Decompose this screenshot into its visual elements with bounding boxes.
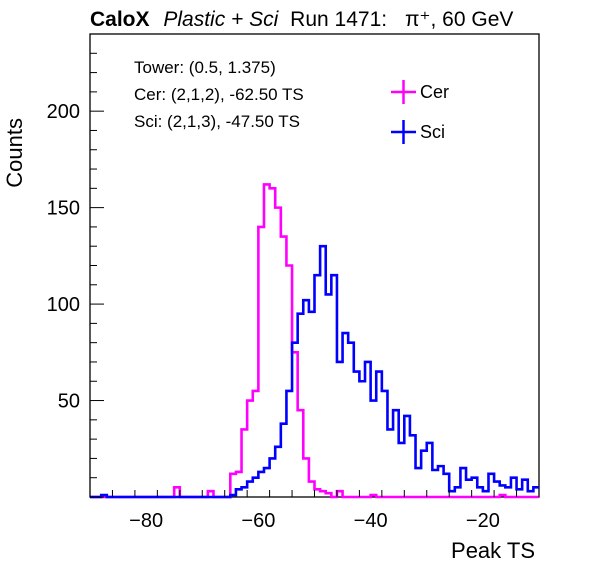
y-tick-label: 50	[58, 391, 80, 413]
legend-cer-label: Cer	[420, 82, 449, 102]
legend-sci-label: Sci	[420, 122, 445, 142]
cer-info: Cer: (2,1,2), -62.50 TS	[134, 85, 304, 104]
sci-info: Sci: (2,1,3), -47.50 TS	[134, 112, 300, 131]
tower-info: Tower: (0.5, 1.375)	[134, 58, 276, 77]
y-tick-label: 150	[47, 198, 80, 220]
legend-entry-cer: Cer	[391, 80, 449, 104]
series-line-cer	[90, 183, 539, 499]
legend: Cer Sci	[391, 80, 449, 144]
series-line-sci	[90, 244, 539, 499]
beam-label: π⁺, 60 GeV	[405, 8, 513, 31]
brand-label: CaloX	[90, 8, 150, 31]
x-tick-label: −40	[354, 510, 388, 532]
y-tick-label: 100	[47, 294, 80, 316]
run-label: Run 1471:	[290, 8, 387, 31]
x-tick-label: −80	[129, 510, 163, 532]
series-layer	[90, 183, 539, 499]
subtitle-label: Plastic + Sci	[163, 8, 279, 31]
svg-text:CaloX Plastic + Sci Ru: CaloX Plastic + Sci Run 1471: π⁺, 60 GeV	[90, 8, 513, 31]
x-axis-title: Peak TS	[451, 538, 535, 563]
x-tick-label: −60	[241, 510, 275, 532]
legend-entry-sci: Sci	[391, 120, 445, 144]
y-tick-label: 200	[47, 101, 80, 123]
x-tick-label: −20	[466, 510, 500, 532]
y-axis-title: Counts	[2, 118, 27, 188]
axis-layer: −80 −60 −40 −20 50 100 150 200	[47, 33, 540, 532]
